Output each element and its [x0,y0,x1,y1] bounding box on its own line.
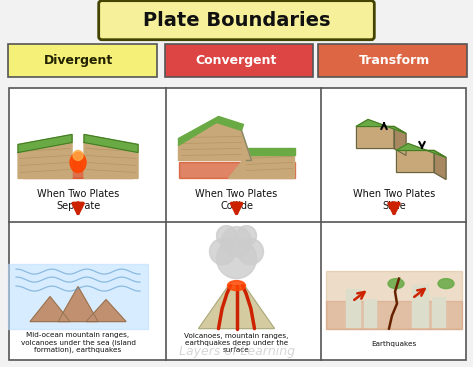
Text: Transform: Transform [359,54,429,67]
Polygon shape [30,297,70,321]
Text: When Two Plates
Slide: When Two Plates Slide [353,189,435,211]
Polygon shape [84,142,138,178]
Bar [326,270,462,328]
Circle shape [217,226,236,246]
Polygon shape [246,149,295,156]
Ellipse shape [438,279,454,288]
Polygon shape [228,156,295,178]
Polygon shape [396,150,434,172]
Text: When Two Plates
Collide: When Two Plates Collide [195,189,278,211]
Text: Earthquakes: Earthquakes [371,341,417,347]
Bar [364,299,376,327]
Polygon shape [178,163,295,178]
Ellipse shape [73,150,83,160]
Bar [412,284,428,327]
Polygon shape [394,127,406,156]
FancyBboxPatch shape [318,44,467,77]
Circle shape [210,239,236,265]
Bar [364,299,376,327]
Polygon shape [356,120,406,134]
Polygon shape [434,150,446,179]
Bar [8,264,148,328]
FancyBboxPatch shape [99,1,374,40]
Text: Layers of Learning: Layers of Learning [178,345,295,358]
Text: Convergent: Convergent [196,54,277,67]
Polygon shape [18,142,72,178]
Text: Volcanoes, mountain ranges,
earthquakes deep under the
surface: Volcanoes, mountain ranges, earthquakes … [184,333,289,353]
Polygon shape [178,116,219,145]
FancyBboxPatch shape [165,44,313,77]
Bar [346,288,360,327]
Circle shape [221,226,252,257]
Bar [432,297,445,327]
Circle shape [237,239,263,265]
Text: When Two Plates
Separate: When Two Plates Separate [37,189,119,211]
Polygon shape [58,287,98,321]
FancyBboxPatch shape [9,44,157,77]
Circle shape [236,226,256,246]
Polygon shape [356,127,394,149]
Bar [326,301,462,328]
Circle shape [217,239,256,279]
Polygon shape [178,123,252,160]
Polygon shape [396,143,446,157]
Polygon shape [84,134,138,152]
Ellipse shape [70,152,86,172]
Text: Mid-ocean mountain ranges,
volcanoes under the sea (island
formation), earthquak: Mid-ocean mountain ranges, volcanoes und… [20,332,136,353]
Polygon shape [217,116,244,131]
Bar [346,288,360,327]
Ellipse shape [388,279,404,288]
Ellipse shape [228,281,245,291]
Polygon shape [86,299,126,321]
Polygon shape [23,159,133,178]
Polygon shape [18,134,72,152]
Bar [432,297,445,327]
Text: Divergent: Divergent [44,54,113,67]
Bar [9,88,466,360]
Text: Plate Boundaries: Plate Boundaries [143,11,330,30]
Polygon shape [199,286,274,328]
Bar [412,284,428,327]
